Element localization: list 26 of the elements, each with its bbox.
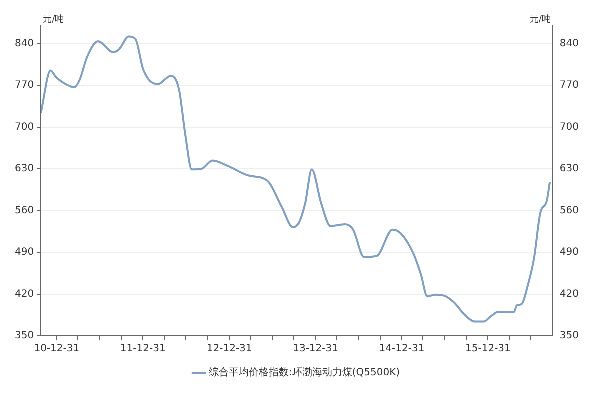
x-tick-label: 10-12-31 [34,344,80,355]
y2-tick-label: 630 [560,164,580,175]
y-tick-label: 490 [14,247,34,258]
y2-tick-label: 420 [560,288,580,300]
y2-tick-label: 490 [560,247,580,258]
x-tick-label: 14-12-31 [379,344,425,355]
y-tick-label: 350 [14,330,34,342]
y-tick-label: 630 [14,164,34,175]
x-tick-label: 13-12-31 [293,344,338,355]
y2-tick-label: 770 [560,80,580,92]
y2-tick-label: 350 [560,330,580,342]
line-series [41,36,552,323]
y-tick-label: 700 [14,122,34,133]
y-tick-label: 840 [14,38,34,50]
y2-axis-title: 元/吨 [530,14,551,25]
x-tick-label: 15-12-31 [466,344,511,355]
y-tick-label: 420 [14,288,34,300]
y-axis-title: 元/吨 [43,14,64,25]
y2-tick-label: 560 [560,205,580,216]
x-tick-label: 11-12-31 [120,344,166,355]
legend-label: 综合平均价格指数:环渤海动力煤(Q5500K) [208,366,400,379]
y-tick-label: 560 [14,205,34,216]
y-tick-label: 770 [14,80,34,92]
y2-tick-label: 840 [560,38,580,50]
x-tick-label: 12-12-31 [206,344,252,355]
y2-tick-label: 700 [560,122,580,133]
